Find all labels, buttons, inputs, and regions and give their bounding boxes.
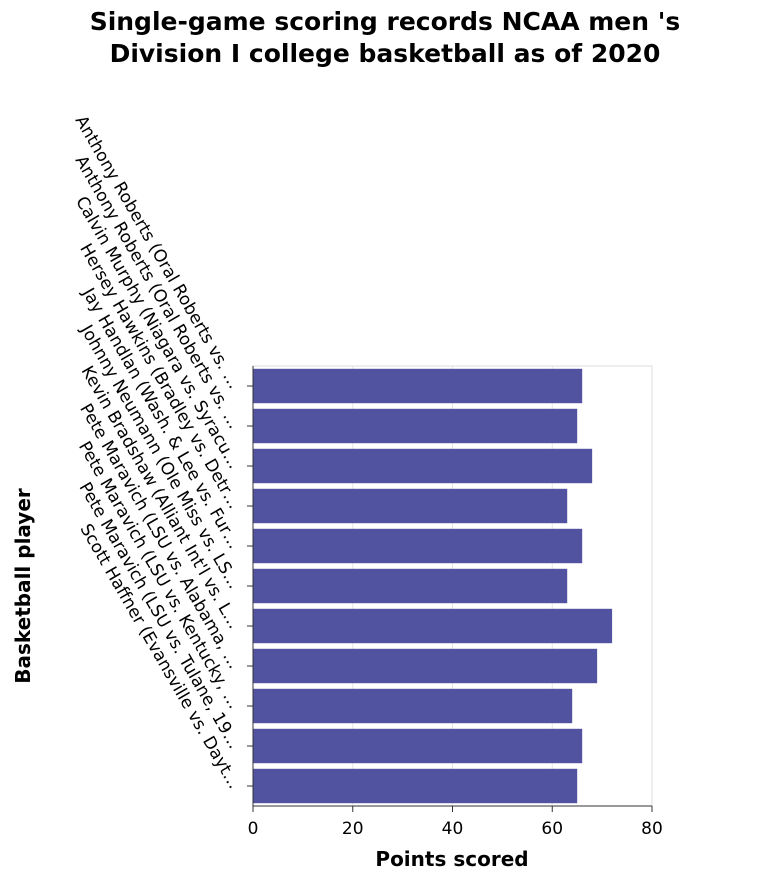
x-tick-label-2: 40 <box>442 819 464 839</box>
bar-1 <box>253 408 578 444</box>
bar-4 <box>253 528 583 564</box>
chart-title: Single-game scoring records NCAA men 's … <box>0 6 770 70</box>
bar-2 <box>253 448 593 484</box>
chart-title-line-1: Single-game scoring records NCAA men 's <box>89 7 681 36</box>
y-axis: Anthony Roberts (Oral Roberts vs. …Antho… <box>71 112 254 806</box>
bars <box>253 368 613 804</box>
bar-3 <box>253 488 568 524</box>
y-axis-label: Basketball player <box>11 488 35 684</box>
x-tick-label-4: 80 <box>641 819 663 839</box>
bar-0 <box>253 368 583 404</box>
bar-5 <box>253 568 568 604</box>
bar-6 <box>253 608 613 644</box>
bar-8 <box>253 688 573 724</box>
x-tick-label-3: 60 <box>541 819 563 839</box>
x-axis: 0 20 40 60 80 <box>248 805 663 839</box>
chart-title-line-2: Division I college basketball as of 2020 <box>109 39 661 68</box>
bar-9 <box>253 728 583 764</box>
bar-7 <box>253 648 598 684</box>
x-tick-label-1: 20 <box>342 819 364 839</box>
bar-10 <box>253 768 578 804</box>
x-tick-label-0: 0 <box>248 819 259 839</box>
x-axis-label: Points scored <box>375 847 528 871</box>
